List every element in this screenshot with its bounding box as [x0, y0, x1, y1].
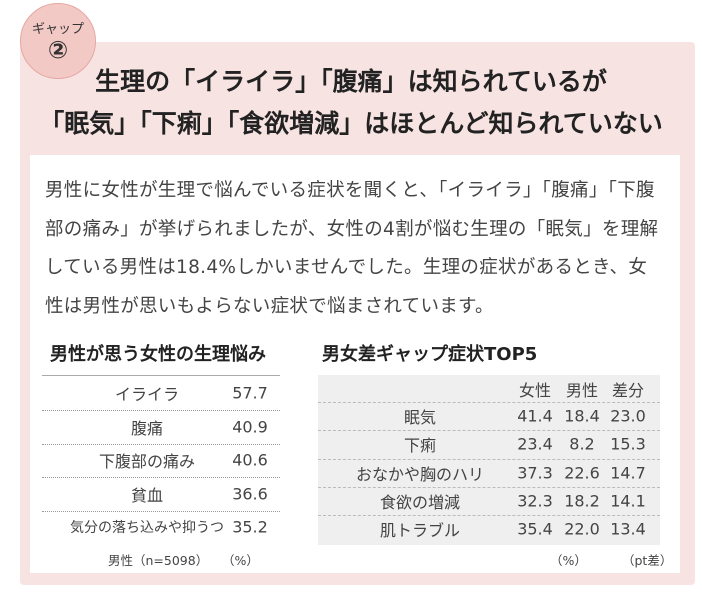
row-value: 23.4: [517, 434, 553, 454]
note: 男性（n=5098）: [108, 553, 209, 568]
row-value: 36.6: [232, 484, 268, 503]
table-title: 男性が思う女性の生理悩み: [50, 344, 266, 365]
unit: （%）: [550, 553, 587, 568]
row-label: 貧血: [130, 485, 164, 505]
row-value: 14.1: [610, 491, 646, 511]
row-value: 15.3: [610, 434, 646, 454]
row-value: 22.6: [564, 463, 600, 483]
badge-label: ギャップ: [31, 22, 84, 37]
row-value: 22.0: [564, 519, 600, 539]
row-label: 下腹部の痛み: [98, 452, 196, 471]
row-separator: [318, 402, 660, 403]
rule: [42, 375, 280, 376]
row-label: 眠気: [403, 408, 437, 427]
row-value: 13.4: [610, 519, 646, 539]
row-label: 腹痛: [130, 418, 164, 438]
column-header: 男性: [565, 381, 599, 400]
row-separator: [318, 430, 660, 432]
row-value: 41.4: [517, 406, 553, 426]
unit: （%）: [222, 553, 259, 568]
title: 「眠気」「下痢」「食欲増減」はほとんど知られていない: [39, 109, 663, 138]
row-value: 57.7: [232, 383, 268, 403]
row-value: 32.3: [517, 491, 553, 511]
table-bg: [318, 375, 660, 545]
title: 生理の「イライラ」「腹痛」は知られているが: [95, 67, 607, 96]
row-value: 18.4: [564, 406, 600, 426]
row-separator: [318, 458, 660, 460]
row-separator: [318, 486, 660, 488]
body-text: している男性は18.4%しかいませんでした。生理の症状があるとき、女: [45, 257, 648, 278]
badge: ギャップ ②: [20, 3, 96, 79]
row-separator: [318, 515, 660, 517]
row-label: 下痢: [403, 436, 437, 456]
row-separator: [42, 443, 280, 445]
row-label: 食欲の増減: [379, 492, 461, 512]
row-value: 37.3: [517, 463, 553, 483]
row-value: 35.2: [232, 517, 268, 537]
row-value: 18.2: [564, 491, 600, 511]
row-value: 23.0: [610, 406, 646, 426]
row-value: 35.4: [517, 519, 553, 539]
row-label: 気分の落ち込みや抑うつ: [70, 520, 224, 536]
column-header: 女性: [518, 381, 552, 400]
column-header: 差分: [611, 381, 645, 400]
row-value: 14.7: [610, 463, 646, 483]
row-label: 肌トラブル: [379, 521, 461, 541]
badge-number: ②: [47, 36, 69, 64]
row-separator: [42, 510, 280, 512]
row-value: 8.2: [569, 434, 595, 454]
table-title: 男女差ギャップ症状TOP5: [322, 344, 538, 365]
row-value: 40.9: [232, 417, 268, 436]
row-separator: [42, 410, 280, 411]
row-value: 40.6: [232, 450, 268, 470]
row-label: おなかや胸のハリ: [355, 464, 485, 484]
body-text: 性は男性が思いもよらない症状で悩まされています。: [45, 295, 494, 317]
row-separator: [42, 477, 280, 478]
body-text: 部の痛み」が挙げられましたが、女性の4割が悩む生理の「眠気」を理解: [45, 218, 659, 240]
body-text: 男性に女性が生理で悩んでいる症状を聞くと、「イライラ」「腹痛」「下腹: [45, 180, 655, 201]
unit: （pt差）: [622, 553, 673, 568]
row-label: イライラ: [114, 385, 180, 404]
